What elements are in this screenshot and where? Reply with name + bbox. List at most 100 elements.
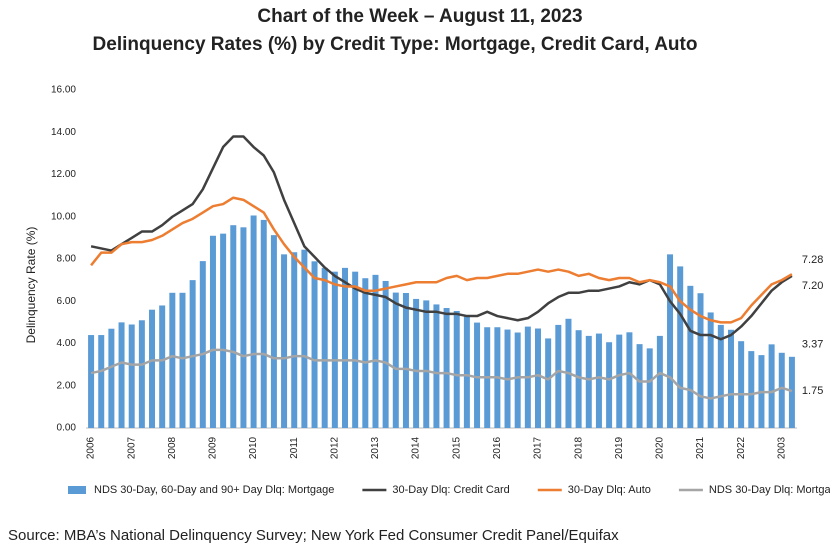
bar [433, 304, 440, 428]
legend-swatch [68, 486, 86, 494]
bar [149, 309, 156, 428]
bar [118, 322, 125, 428]
bar [697, 293, 704, 428]
bar [342, 267, 349, 428]
bar [382, 280, 389, 428]
line-series [90, 348, 793, 400]
bar [291, 252, 298, 428]
x-tick-label: 2022 [736, 436, 747, 459]
data-label: 3.37 [802, 339, 823, 351]
bar [555, 324, 562, 428]
y-tick-label: 16.00 [51, 85, 76, 96]
bar [189, 280, 196, 428]
bar [108, 328, 115, 428]
bar [138, 320, 145, 428]
bar [250, 215, 257, 428]
legend-label: NDS 30-Day Dlq: Mortgage [709, 484, 830, 496]
y-tick-label: 8.00 [57, 254, 77, 265]
bar [585, 335, 592, 428]
bar [169, 292, 176, 428]
x-tick-label: 2018 [573, 436, 584, 459]
bar [362, 278, 369, 428]
x-tick-label: 2019 [614, 436, 625, 459]
line-series [90, 135, 793, 341]
x-tick-label: 2020 [655, 436, 666, 459]
bar [281, 254, 288, 428]
bar [626, 332, 633, 428]
x-tick-label: 2008 [167, 436, 178, 459]
bar [595, 333, 602, 428]
data-label: 7.28 [802, 254, 823, 266]
y-tick-label: 4.00 [57, 338, 77, 349]
data-label: 7.20 [802, 280, 823, 292]
bar [646, 348, 653, 428]
y-axis-label: Delinquency Rate (%) [24, 227, 38, 344]
bar [778, 352, 785, 428]
bar [220, 233, 227, 428]
bar [545, 338, 552, 428]
bar [352, 271, 359, 428]
legend-label: NDS 30-Day, 60-Day and 90+ Day Dlq: Mort… [94, 484, 334, 496]
legend-label: 30-Day Dlq: Auto [568, 484, 651, 496]
bar [727, 329, 734, 428]
bar [463, 316, 470, 428]
chart-title: Chart of the Week – August 11, 2023 [257, 6, 582, 27]
bar [474, 322, 481, 428]
data-label: 1.75 [802, 385, 823, 397]
bar [656, 335, 663, 428]
bar [707, 312, 714, 428]
y-tick-label: 2.00 [57, 380, 77, 391]
bar [260, 219, 267, 428]
bar [768, 344, 775, 428]
bar [534, 328, 541, 428]
bar [88, 335, 95, 428]
x-tick-label: 2015 [451, 436, 462, 459]
bar [372, 274, 379, 428]
bar [321, 267, 328, 428]
y-tick-label: 6.00 [57, 296, 77, 307]
bar [738, 341, 745, 428]
bar [311, 261, 318, 428]
bar [788, 356, 795, 428]
bar [453, 310, 460, 428]
chart-subtitle: Delinquency Rates (%) by Credit Type: Mo… [93, 34, 698, 55]
y-tick-label: 14.00 [51, 127, 76, 138]
bar [199, 261, 206, 428]
bar [128, 324, 135, 428]
y-tick-label: 12.00 [51, 169, 76, 180]
bar [667, 254, 674, 428]
bar [230, 225, 237, 428]
x-tick-label: 2011 [289, 437, 300, 459]
line-series [90, 196, 793, 324]
bar [687, 285, 694, 428]
bar [392, 292, 399, 428]
y-tick-label: 0.00 [57, 423, 77, 434]
bar [423, 300, 430, 428]
source-note: Source: MBA’s National Delinquency Surve… [8, 527, 619, 544]
bar [240, 227, 247, 428]
x-tick-label: 2014 [411, 436, 422, 459]
bar [301, 249, 308, 428]
bar [98, 335, 105, 428]
x-tick-label: 2003 [776, 436, 787, 459]
bar [402, 293, 409, 428]
bar [331, 271, 338, 428]
legend-label: 30-Day Dlq: Credit Card [392, 484, 509, 496]
bar [514, 332, 521, 428]
x-tick-label: 2012 [329, 436, 340, 459]
x-tick-label: 2017 [533, 436, 544, 459]
bar [748, 351, 755, 428]
bar [575, 330, 582, 428]
bar [270, 235, 277, 428]
y-tick-label: 10.00 [51, 211, 76, 222]
bar [606, 342, 613, 428]
bar [443, 308, 450, 428]
x-tick-label: 2007 [126, 436, 137, 459]
bar [179, 292, 186, 428]
x-tick-label: 2016 [492, 436, 503, 459]
bar [636, 344, 643, 428]
x-tick-label: 2009 [208, 436, 219, 459]
bar [209, 235, 216, 428]
